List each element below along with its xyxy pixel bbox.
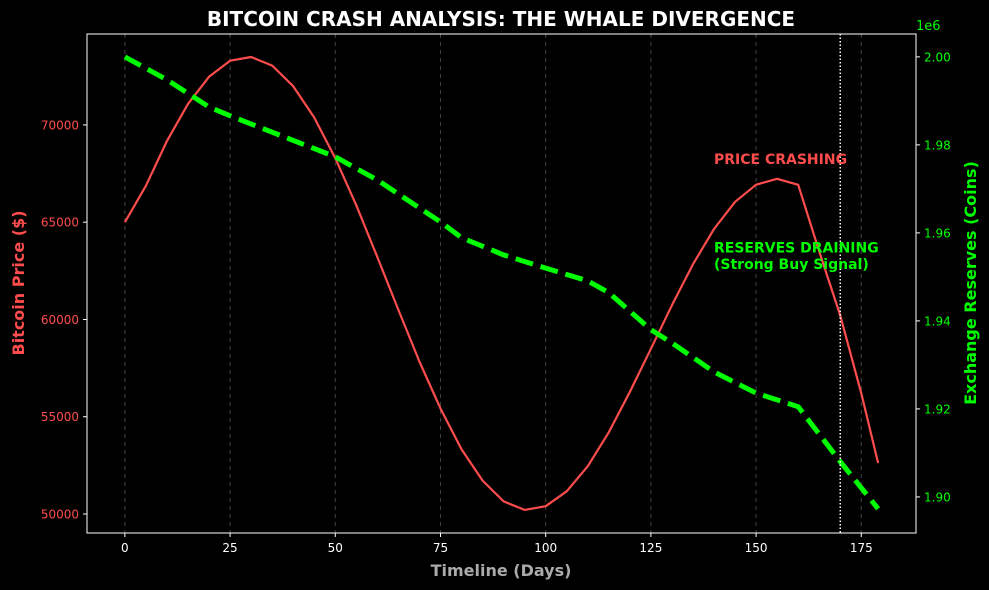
x-tick-label: 125 <box>639 541 662 555</box>
y-right-axis-label: Exchange Reserves (Coins) <box>961 161 980 405</box>
x-tick-label: 50 <box>328 541 343 555</box>
y-left-axis-label: Bitcoin Price ($) <box>9 210 28 355</box>
y-right-tick-label: 1.96 <box>924 226 951 240</box>
x-tick-label: 150 <box>745 541 768 555</box>
y-right-tick-label: 1.90 <box>924 490 951 504</box>
y-right-tick-label: 1.98 <box>924 138 951 152</box>
annotation-text: (Strong Buy Signal) <box>714 257 869 273</box>
annotation-text: PRICE CRASHING <box>714 152 847 168</box>
y-right-tick-label: 1.94 <box>924 314 951 328</box>
annotations: PRICE CRASHING RESERVES DRAINING(Strong B… <box>714 152 879 273</box>
annotation-text: RESERVES DRAINING <box>714 241 879 257</box>
y-left-tick-label: 70000 <box>41 118 79 132</box>
chart-title: BITCOIN CRASH ANALYSIS: THE WHALE DIVERG… <box>207 7 795 31</box>
price-line <box>123 55 880 511</box>
y-left-tick-label: 55000 <box>41 410 79 424</box>
x-tick-label: 175 <box>850 541 873 555</box>
x-tick-label: 100 <box>534 541 557 555</box>
x-tick-label: 0 <box>121 541 129 555</box>
y-left-tick-label: 60000 <box>41 313 79 327</box>
ticks: 0 25 50 75 100 125 150 175 50000 55000 60000 65000 7… <box>41 50 951 555</box>
right-axis-offset-label: 1e6 <box>916 19 941 34</box>
x-tick-label: 25 <box>222 541 237 555</box>
y-left-tick-label: 50000 <box>41 508 79 522</box>
reserves-line <box>123 54 881 511</box>
x-tick-label: 75 <box>433 541 448 555</box>
y-right-tick-label: 1.92 <box>924 402 951 416</box>
plot-frame <box>86 33 917 534</box>
y-left-tick-label: 65000 <box>41 216 79 230</box>
y-right-tick-label: 2.00 <box>924 50 951 64</box>
series-layer <box>123 54 881 511</box>
x-axis-label: Timeline (Days) <box>431 561 572 580</box>
